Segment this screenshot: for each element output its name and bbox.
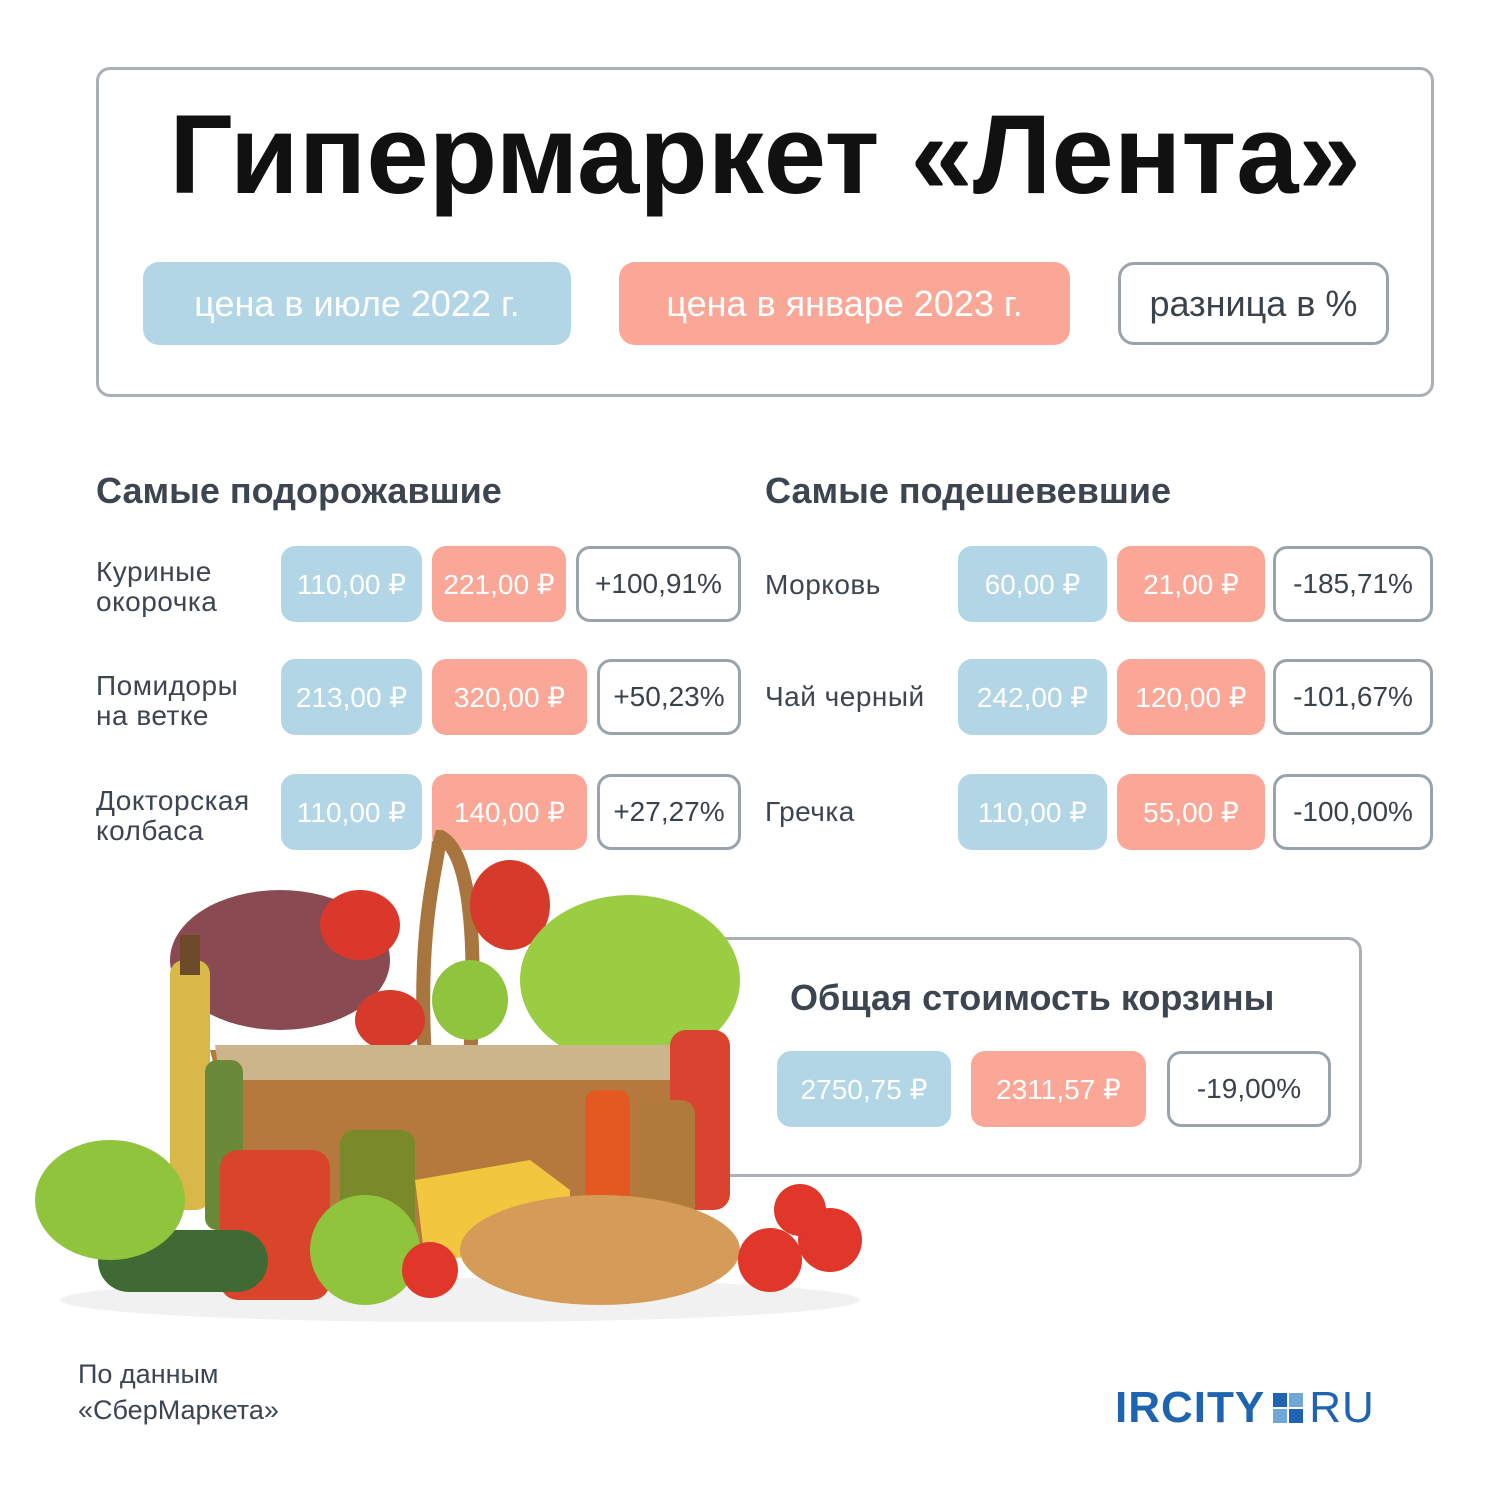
rose-item-name: Куриные окорочка — [96, 556, 218, 617]
rose-july-price: 110,00 ₽ — [281, 774, 422, 850]
fell-item-name: Морковь — [765, 569, 881, 600]
fell-heading: Самые подешевевшие — [765, 470, 1171, 511]
basket-diff: -19,00% — [1167, 1051, 1331, 1127]
rose-heading: Самые подорожавшие — [96, 470, 502, 511]
logo-text-ru: RU — [1309, 1383, 1375, 1432]
fell-jan-price: 55,00 ₽ — [1117, 774, 1265, 850]
rose-diff: +27,27% — [597, 774, 741, 850]
rose-diff: +100,91% — [576, 546, 741, 622]
groceries-basket-illustration — [35, 830, 862, 1322]
fell-jan-price: 21,00 ₽ — [1117, 546, 1265, 622]
logo-square-icon — [1273, 1393, 1304, 1423]
fell-diff: -101,67% — [1273, 659, 1433, 735]
rose-jan-price: 221,00 ₽ — [432, 546, 566, 622]
fell-diff: -100,00% — [1273, 774, 1433, 850]
legend-january: цена в январе 2023 г. — [619, 262, 1070, 345]
rose-jan-price: 140,00 ₽ — [432, 774, 587, 850]
fell-july-price: 242,00 ₽ — [958, 659, 1107, 735]
fell-jan-price: 120,00 ₽ — [1117, 659, 1265, 735]
fell-july-price: 60,00 ₽ — [958, 546, 1107, 622]
rose-item-name: Докторская колбаса — [96, 785, 250, 846]
source-note: По данным «СберМаркета» — [78, 1359, 279, 1425]
legend-july: цена в июле 2022 г. — [143, 262, 571, 345]
basket-heading: Общая стоимость корзины — [790, 977, 1275, 1018]
logo-text-ircity: IRCITY — [1115, 1383, 1266, 1432]
rose-diff: +50,23% — [597, 659, 741, 735]
basket-jan-price: 2311,57 ₽ — [971, 1051, 1146, 1127]
rose-jan-price: 320,00 ₽ — [432, 659, 587, 735]
fell-item-name: Чай черный — [765, 681, 925, 712]
basket-july-price: 2750,75 ₽ — [777, 1051, 951, 1127]
fell-july-price: 110,00 ₽ — [958, 774, 1107, 850]
legend-diff: разница в % — [1118, 262, 1389, 345]
fell-item-name: Гречка — [765, 796, 855, 827]
ircity-logo: IRCITY RU — [1115, 1383, 1375, 1433]
rose-july-price: 110,00 ₽ — [281, 546, 422, 622]
page-title: Гипермаркет «Лента» — [169, 92, 1361, 217]
rose-item-name: Помидоры на ветке — [96, 670, 239, 731]
fell-diff: -185,71% — [1273, 546, 1433, 622]
rose-july-price: 213,00 ₽ — [281, 659, 422, 735]
